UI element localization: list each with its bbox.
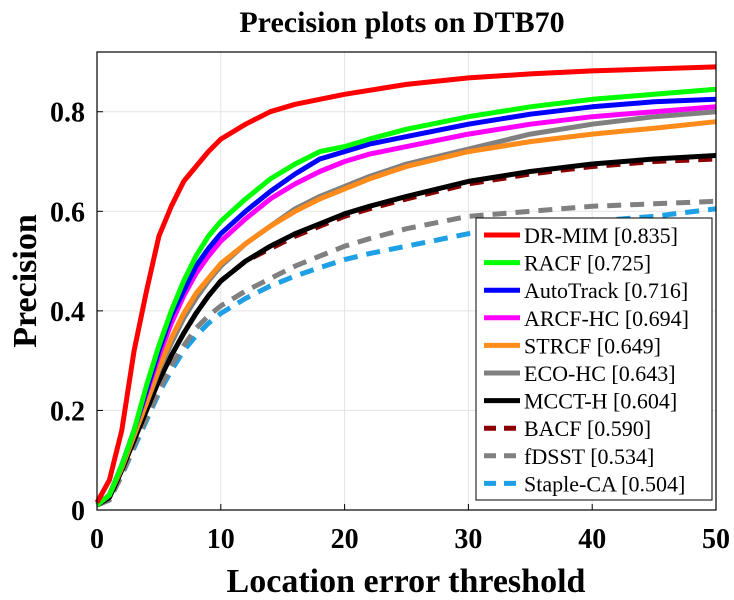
x-tick-label: 50 bbox=[702, 524, 730, 555]
plot-frame bbox=[96, 51, 717, 511]
chart-title: Precision plots on DTB70 bbox=[239, 6, 564, 39]
tick-layer: 0 10 20 30 40 50 0 0.2 0.4 0.6 0.8 bbox=[50, 98, 730, 555]
y-tick-label: 0.8 bbox=[50, 98, 85, 129]
series-layer bbox=[94, 64, 717, 508]
series-line-0 bbox=[94, 64, 717, 504]
series-line-4 bbox=[95, 119, 717, 507]
legend-label: ECO-HC [0.643] bbox=[524, 361, 676, 386]
x-tick-label: 10 bbox=[207, 524, 235, 555]
series-line-8 bbox=[96, 198, 717, 508]
legend-label: MCCT-H [0.604] bbox=[524, 389, 677, 414]
legend-label: STRCF [0.649] bbox=[524, 333, 661, 358]
legend-label: DR-MIM [0.835] bbox=[524, 223, 678, 248]
y-axis-label: Precision bbox=[7, 214, 44, 348]
x-axis-label: Location error threshold bbox=[227, 563, 586, 600]
y-tick-label: 0 bbox=[71, 496, 85, 527]
legend-label: BACF [0.590] bbox=[524, 416, 651, 441]
legend-label: AutoTrack [0.716] bbox=[524, 278, 688, 303]
legend-label: RACF [0.725] bbox=[524, 251, 651, 276]
series-line-1 bbox=[95, 86, 717, 507]
legend: DR-MIM [0.835] RACF [0.725]AutoTrack [0.7… bbox=[475, 217, 713, 501]
y-tick-label: 0.2 bbox=[50, 396, 85, 427]
legend-label: fDSST [0.534] bbox=[524, 444, 654, 469]
x-tick-label: 0 bbox=[90, 524, 104, 555]
legend-label: ARCF-HC [0.694] bbox=[524, 306, 689, 331]
x-tick-label: 20 bbox=[331, 524, 359, 555]
y-tick-label: 0.6 bbox=[50, 197, 85, 228]
x-tick-label: 30 bbox=[454, 524, 482, 555]
y-tick-label: 0.4 bbox=[50, 297, 85, 328]
legend-label: Staple-CA [0.504] bbox=[524, 471, 685, 496]
x-tick-label: 40 bbox=[578, 524, 606, 555]
